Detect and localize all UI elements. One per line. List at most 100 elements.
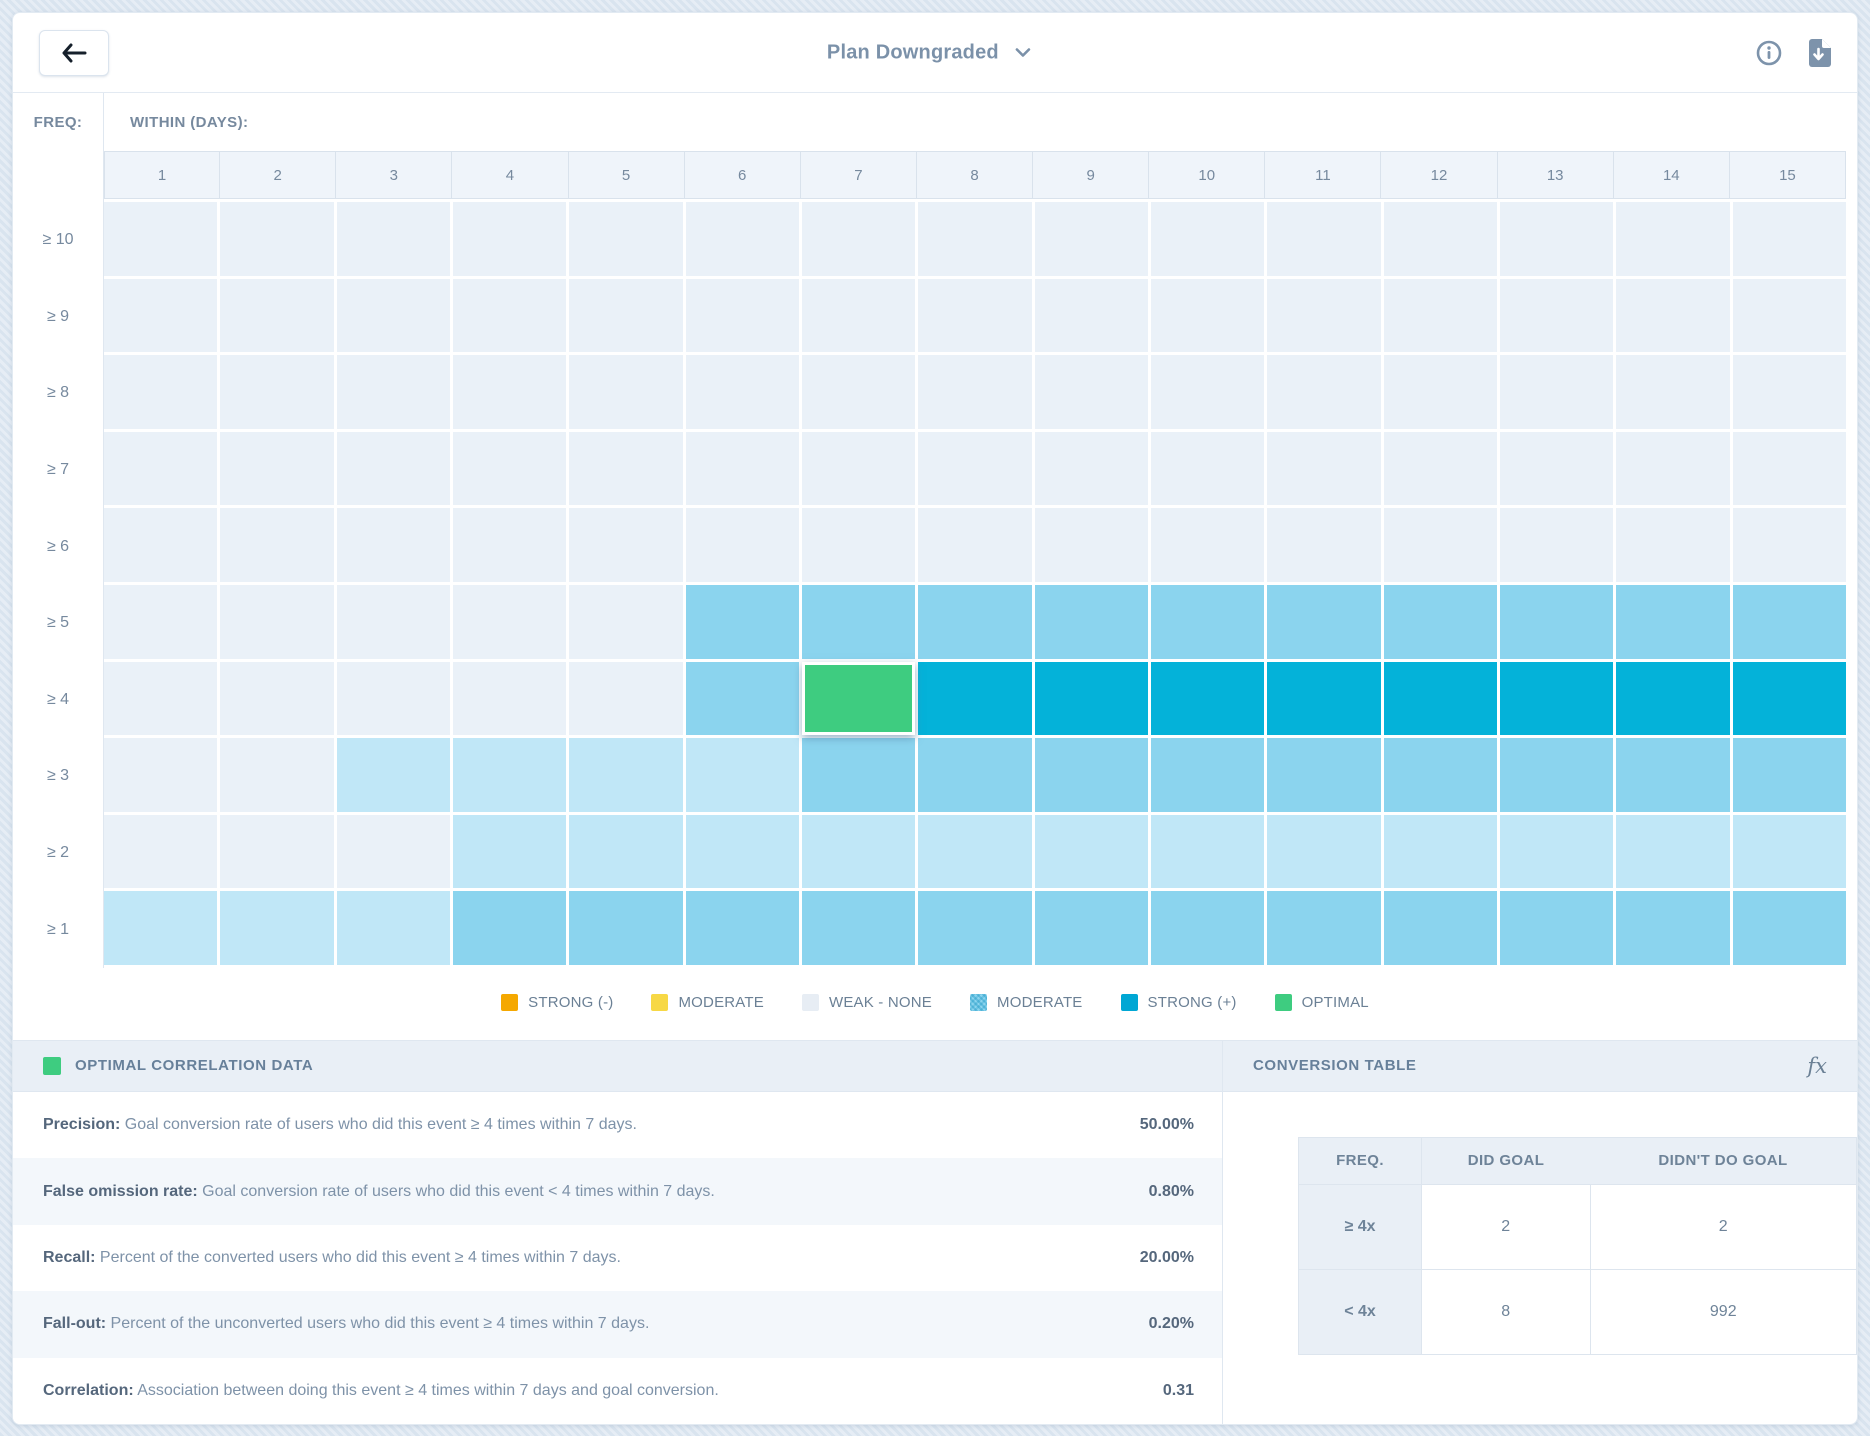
heatmap-cell-weak-none[interactable] — [569, 355, 683, 429]
heatmap-cell-moderate[interactable] — [1732, 738, 1846, 812]
heatmap-cell-moderate[interactable] — [1034, 891, 1148, 965]
heatmap-cell-strong-positive[interactable] — [1383, 661, 1497, 736]
heatmap-cell-weak-none[interactable] — [1732, 202, 1846, 276]
heatmap-cell-strong-positive[interactable] — [1732, 661, 1846, 736]
heatmap-cell-weak-none[interactable] — [1732, 508, 1846, 582]
heatmap-cell-weak-none[interactable] — [685, 202, 799, 276]
heatmap-cell-moderate[interactable] — [1383, 891, 1497, 965]
heatmap-cell-moderate[interactable] — [1151, 738, 1265, 812]
heatmap-cell-weak-moderate[interactable] — [453, 814, 567, 889]
heatmap-cell-moderate[interactable] — [1383, 738, 1497, 812]
heatmap-cell-weak-none[interactable] — [1267, 508, 1381, 582]
heatmap-cell-weak-none[interactable] — [104, 355, 218, 429]
heatmap-cell-weak-none[interactable] — [685, 431, 799, 506]
heatmap-cell-weak-none[interactable] — [1034, 202, 1148, 276]
heatmap-cell-strong-positive[interactable] — [1500, 661, 1614, 736]
heatmap-cell-moderate[interactable] — [1732, 584, 1846, 659]
heatmap-cell-moderate[interactable] — [453, 891, 567, 965]
heatmap-cell-weak-none[interactable] — [220, 584, 334, 659]
heatmap-cell-moderate[interactable] — [802, 738, 916, 812]
heatmap-cell-moderate[interactable] — [918, 584, 1032, 659]
heatmap-cell-moderate[interactable] — [1267, 738, 1381, 812]
heatmap-cell-moderate[interactable] — [685, 584, 799, 659]
heatmap-cell-weak-none[interactable] — [685, 278, 799, 353]
heatmap-cell-weak-moderate[interactable] — [685, 738, 799, 812]
heatmap-cell-weak-moderate[interactable] — [1034, 814, 1148, 889]
heatmap-cell-moderate[interactable] — [1034, 584, 1148, 659]
heatmap-cell-weak-none[interactable] — [918, 431, 1032, 506]
heatmap-cell-weak-none[interactable] — [1383, 508, 1497, 582]
heatmap-cell-weak-none[interactable] — [1500, 508, 1614, 582]
heatmap-cell-weak-none[interactable] — [453, 661, 567, 736]
heatmap-cell-weak-moderate[interactable] — [1267, 814, 1381, 889]
heatmap-cell-moderate[interactable] — [1616, 584, 1730, 659]
heatmap-cell-strong-positive[interactable] — [1151, 661, 1265, 736]
heatmap-cell-moderate[interactable] — [1151, 584, 1265, 659]
heatmap-cell-weak-none[interactable] — [1732, 355, 1846, 429]
heatmap-cell-weak-none[interactable] — [685, 508, 799, 582]
heatmap-cell-weak-none[interactable] — [918, 278, 1032, 353]
heatmap-cell-weak-none[interactable] — [802, 202, 916, 276]
heatmap-cell-moderate[interactable] — [1616, 738, 1730, 812]
heatmap-cell-moderate[interactable] — [1732, 891, 1846, 965]
heatmap-cell-weak-none[interactable] — [336, 508, 450, 582]
file-download-icon[interactable] — [1806, 38, 1831, 67]
heatmap-cell-weak-none[interactable] — [220, 431, 334, 506]
heatmap-cell-weak-none[interactable] — [220, 202, 334, 276]
heatmap-cell-weak-none[interactable] — [220, 278, 334, 353]
heatmap-cell-weak-none[interactable] — [453, 431, 567, 506]
heatmap-cell-weak-moderate[interactable] — [685, 814, 799, 889]
heatmap-cell-weak-none[interactable] — [220, 738, 334, 812]
heatmap-cell-weak-none[interactable] — [336, 584, 450, 659]
heatmap-cell-weak-none[interactable] — [1267, 355, 1381, 429]
heatmap-cell-weak-none[interactable] — [104, 661, 218, 736]
heatmap-cell-weak-none[interactable] — [569, 278, 683, 353]
info-icon[interactable] — [1756, 40, 1782, 66]
heatmap-cell-moderate[interactable] — [569, 891, 683, 965]
heatmap-cell-weak-none[interactable] — [569, 661, 683, 736]
heatmap-cell-weak-none[interactable] — [802, 355, 916, 429]
heatmap-cell-moderate[interactable] — [1267, 891, 1381, 965]
heatmap-cell-weak-none[interactable] — [569, 508, 683, 582]
heatmap-cell-moderate[interactable] — [1034, 738, 1148, 812]
heatmap-cell-weak-none[interactable] — [1616, 508, 1730, 582]
heatmap-cell-weak-none[interactable] — [1151, 278, 1265, 353]
heatmap-cell-weak-none[interactable] — [220, 814, 334, 889]
heatmap-cell-weak-moderate[interactable] — [1500, 814, 1614, 889]
heatmap-cell-weak-none[interactable] — [336, 202, 450, 276]
heatmap-cell-weak-moderate[interactable] — [1616, 814, 1730, 889]
heatmap-cell-moderate[interactable] — [918, 738, 1032, 812]
heatmap-cell-weak-none[interactable] — [104, 508, 218, 582]
heatmap-cell-weak-moderate[interactable] — [569, 814, 683, 889]
heatmap-cell-weak-none[interactable] — [104, 278, 218, 353]
back-button[interactable] — [39, 29, 109, 76]
heatmap-cell-weak-moderate[interactable] — [802, 814, 916, 889]
heatmap-cell-weak-none[interactable] — [802, 278, 916, 353]
heatmap-cell-weak-none[interactable] — [1383, 431, 1497, 506]
heatmap-cell-weak-none[interactable] — [918, 202, 1032, 276]
heatmap-cell-weak-none[interactable] — [453, 508, 567, 582]
heatmap-cell-weak-moderate[interactable] — [1151, 814, 1265, 889]
heatmap-cell-moderate[interactable] — [802, 584, 916, 659]
heatmap-cell-optimal[interactable] — [802, 661, 916, 736]
heatmap-cell-weak-none[interactable] — [104, 814, 218, 889]
heatmap-cell-weak-none[interactable] — [453, 584, 567, 659]
heatmap-cell-weak-none[interactable] — [569, 584, 683, 659]
heatmap-cell-moderate[interactable] — [685, 661, 799, 736]
heatmap-cell-weak-moderate[interactable] — [1383, 814, 1497, 889]
heatmap-cell-moderate[interactable] — [1151, 891, 1265, 965]
heatmap-cell-weak-none[interactable] — [569, 431, 683, 506]
heatmap-cell-weak-none[interactable] — [1732, 278, 1846, 353]
heatmap-cell-weak-none[interactable] — [453, 278, 567, 353]
heatmap-cell-moderate[interactable] — [1616, 891, 1730, 965]
heatmap-cell-weak-moderate[interactable] — [453, 738, 567, 812]
fx-icon[interactable]: fx — [1807, 1053, 1827, 1078]
heatmap-cell-weak-none[interactable] — [918, 508, 1032, 582]
heatmap-cell-weak-none[interactable] — [1267, 431, 1381, 506]
event-selector[interactable]: Plan Downgraded — [827, 41, 1031, 64]
heatmap-cell-weak-moderate[interactable] — [1732, 814, 1846, 889]
heatmap-cell-weak-none[interactable] — [1267, 202, 1381, 276]
heatmap-cell-weak-none[interactable] — [802, 508, 916, 582]
heatmap-cell-weak-none[interactable] — [220, 508, 334, 582]
heatmap-cell-weak-none[interactable] — [685, 355, 799, 429]
